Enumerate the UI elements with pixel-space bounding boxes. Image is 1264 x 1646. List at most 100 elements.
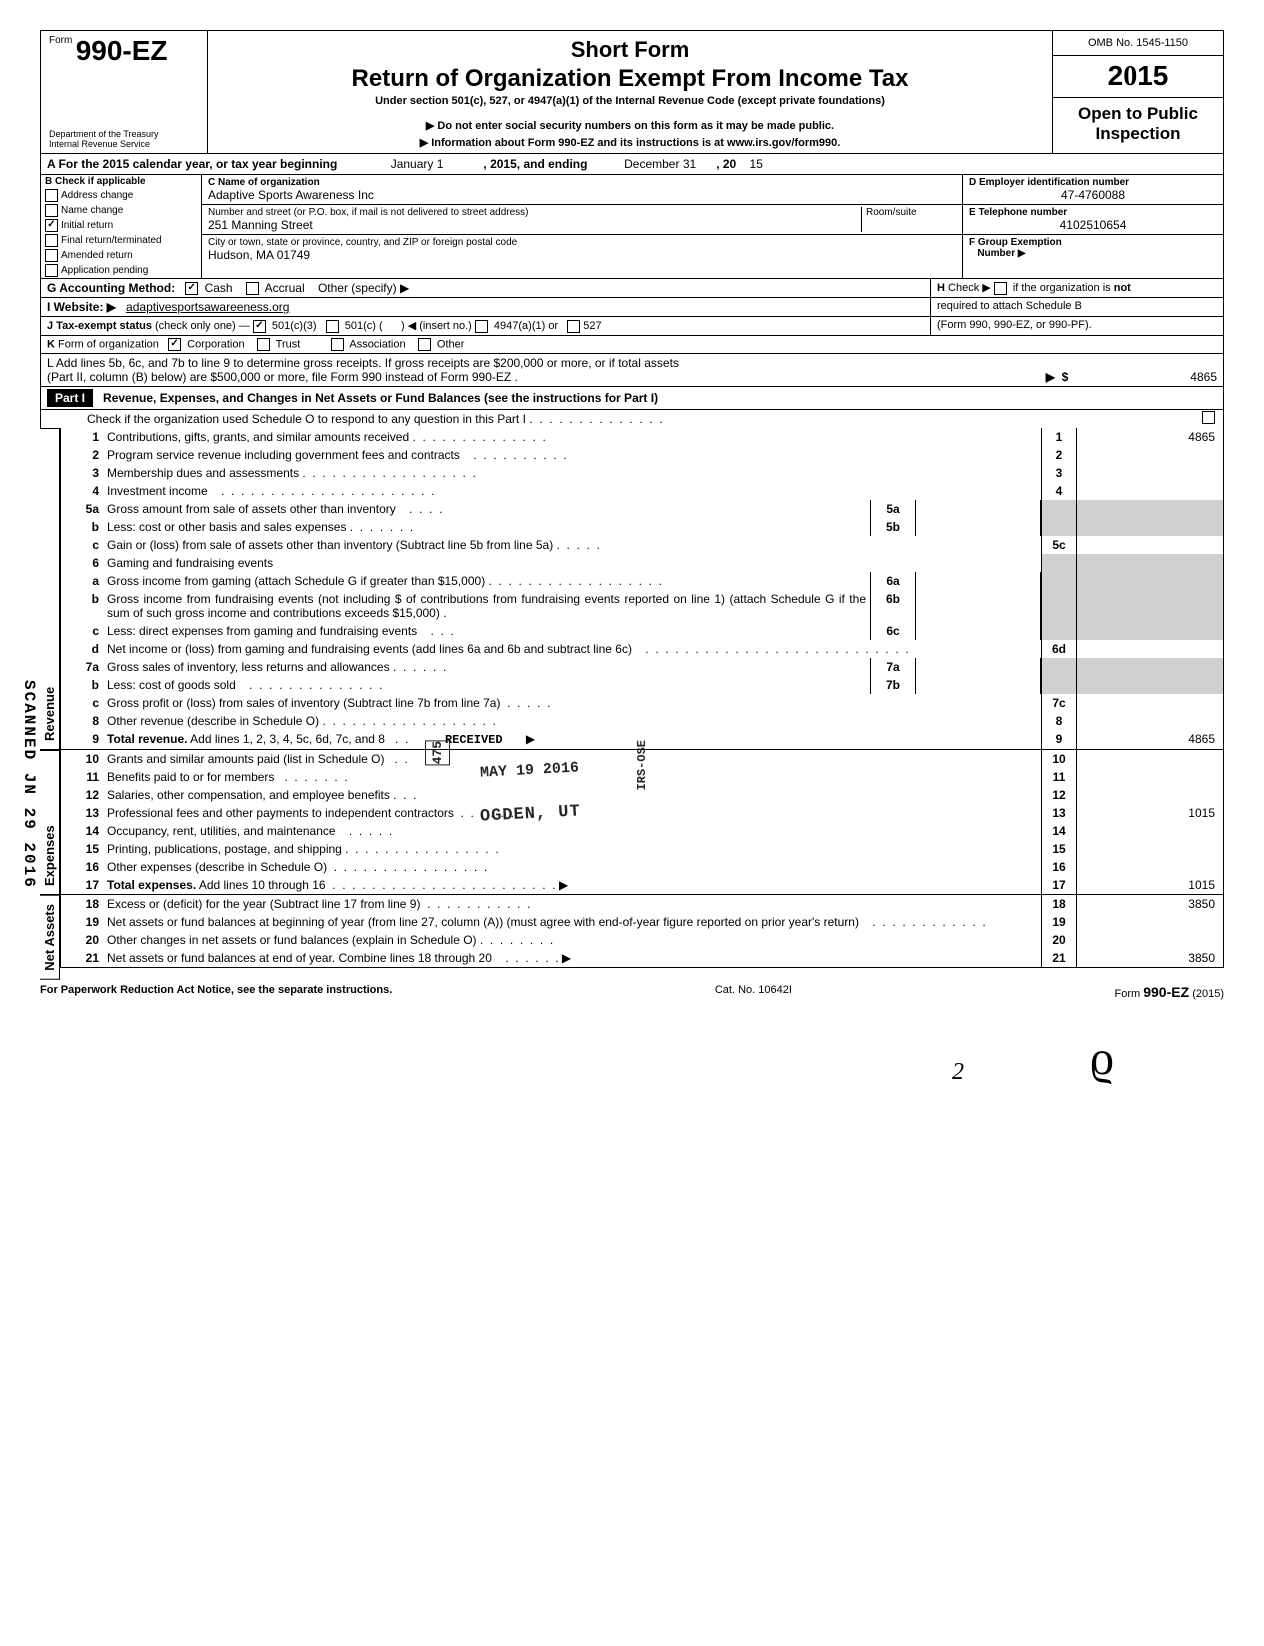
cb-sched-o[interactable] bbox=[1202, 411, 1215, 424]
line2-val bbox=[1077, 446, 1223, 464]
line21-val: 3850 bbox=[1077, 949, 1223, 967]
part1-check-text: Check if the organization used Schedule … bbox=[83, 410, 1197, 428]
stamp-irs-ose: IRS-OSE bbox=[635, 740, 649, 790]
line5c-desc: Gain or (loss) from sale of assets other… bbox=[107, 538, 560, 552]
row-l2: (Part II, column (B) below) are $500,000… bbox=[47, 370, 1027, 384]
cb-assoc[interactable] bbox=[331, 338, 344, 351]
cb-trust[interactable] bbox=[257, 338, 270, 351]
line10-desc: Grants and similar amounts paid (list in… bbox=[107, 752, 384, 766]
org-name-label: C Name of organization bbox=[208, 177, 956, 188]
expenses-label: Expenses bbox=[40, 750, 60, 895]
line19-desc: Net assets or fund balances at beginning… bbox=[107, 915, 859, 929]
title-cell: Short Form Return of Organization Exempt… bbox=[208, 31, 1052, 153]
cb-initial-return[interactable]: Initial return bbox=[41, 218, 201, 233]
subtitle: Under section 501(c), 527, or 4947(a)(1)… bbox=[216, 95, 1044, 107]
org-info-table: B Check if applicable Address change Nam… bbox=[40, 175, 1224, 279]
cb-address-change[interactable]: Address change bbox=[41, 188, 201, 203]
row-i-h2: I Website: ▶ adaptivesportsawareeness.or… bbox=[40, 298, 1224, 317]
line-a-begin: January 1 bbox=[391, 157, 444, 171]
form-header: Form 990-EZ Department of the TreasuryIn… bbox=[40, 30, 1224, 154]
cb-amended[interactable]: Amended return bbox=[41, 248, 201, 263]
cb-other-org[interactable] bbox=[418, 338, 431, 351]
right-header-box: OMB No. 1545-1150 2015 Open to Public In… bbox=[1052, 31, 1223, 153]
line7c-desc: Gross profit or (loss) from sales of inv… bbox=[107, 696, 500, 710]
row-k: K Form of organization Corporation Trust… bbox=[40, 336, 1224, 354]
open-public: Open to Public Inspection bbox=[1053, 98, 1223, 153]
line2-desc: Program service revenue including govern… bbox=[107, 448, 460, 462]
line-a-year-prefix: , 20 bbox=[716, 157, 736, 171]
cb-name-change[interactable]: Name change bbox=[41, 203, 201, 218]
revenue-section: Revenue 1Contributions, gifts, grants, a… bbox=[40, 428, 1224, 750]
form-word: Form bbox=[49, 35, 72, 46]
line6a-desc: Gross income from gaming (attach Schedul… bbox=[107, 574, 492, 588]
line20-desc: Other changes in net assets or fund bala… bbox=[107, 933, 483, 947]
handwritten-loop: ϱ bbox=[1090, 1031, 1114, 1086]
line-a-tax-year: A For the 2015 calendar year, or tax yea… bbox=[40, 154, 1224, 175]
line6-desc: Gaming and fundraising events bbox=[103, 554, 1041, 572]
part1-header-row: Part I Revenue, Expenses, and Changes in… bbox=[40, 387, 1224, 410]
footer-left: For Paperwork Reduction Act Notice, see … bbox=[40, 984, 392, 1000]
line7a-desc: Gross sales of inventory, less returns a… bbox=[107, 660, 396, 674]
line1-desc: Contributions, gifts, grants, and simila… bbox=[107, 430, 416, 444]
line11-desc: Benefits paid to or for members bbox=[107, 770, 274, 784]
row-i: I Website: ▶ adaptivesportsawareeness.or… bbox=[41, 298, 931, 316]
phone-label: E Telephone number bbox=[969, 207, 1217, 218]
line13-desc: Professional fees and other payments to … bbox=[107, 806, 454, 820]
room-label: Room/suite bbox=[866, 207, 956, 218]
cb-pending[interactable]: Application pending bbox=[41, 263, 201, 278]
line5a-desc: Gross amount from sale of assets other t… bbox=[107, 502, 396, 516]
cb-501c3[interactable] bbox=[253, 320, 266, 333]
cb-527[interactable] bbox=[567, 320, 580, 333]
netassets-label: Net Assets bbox=[40, 895, 60, 980]
cb-cash[interactable] bbox=[185, 282, 198, 295]
line9-val: 4865 bbox=[1077, 730, 1223, 749]
line21-desc: Net assets or fund balances at end of ye… bbox=[107, 951, 492, 965]
line8-desc: Other revenue (describe in Schedule O) . bbox=[107, 714, 326, 728]
g-other: Other (specify) ▶ bbox=[318, 281, 409, 295]
line5b-desc: Less: cost or other basis and sales expe… bbox=[107, 520, 353, 534]
ein-row: D Employer identification number 47-4760… bbox=[963, 175, 1223, 205]
line-a-mid: , 2015, and ending bbox=[483, 157, 587, 171]
line16-desc: Other expenses (describe in Schedule O) bbox=[107, 860, 327, 874]
part1-title: Revenue, Expenses, and Changes in Net As… bbox=[103, 391, 658, 405]
col-b-title: B Check if applicable bbox=[41, 175, 201, 188]
row-l1: L Add lines 5b, 6c, and 7b to line 9 to … bbox=[47, 356, 1027, 370]
row-h: H Check ▶ if the organization is not bbox=[931, 279, 1223, 297]
form-id-cell: Form 990-EZ Department of the TreasuryIn… bbox=[41, 31, 208, 153]
line6c-desc: Less: direct expenses from gaming and fu… bbox=[107, 624, 417, 638]
cb-sched-b[interactable] bbox=[994, 282, 1007, 295]
line1-val: 4865 bbox=[1077, 428, 1223, 446]
line3-desc: Membership dues and assessments . bbox=[107, 466, 306, 480]
signature-area: 2 ϱ bbox=[40, 1000, 1224, 1050]
city-row: City or town, state or province, country… bbox=[202, 235, 962, 264]
cb-4947[interactable] bbox=[475, 320, 488, 333]
ein-label: D Employer identification number bbox=[969, 177, 1217, 188]
line6d-desc: Net income or (loss) from gaming and fun… bbox=[107, 642, 632, 656]
line15-desc: Printing, publications, postage, and shi… bbox=[107, 842, 349, 856]
addr-row: Number and street (or P.O. box, if mail … bbox=[202, 205, 962, 235]
line12-desc: Salaries, other compensation, and employ… bbox=[107, 788, 397, 802]
website-label: I Website: ▶ bbox=[47, 300, 116, 314]
line18-val: 3850 bbox=[1077, 895, 1223, 913]
row-j: J Tax-exempt status (check only one) — 5… bbox=[41, 317, 931, 335]
handwritten-2: 2 bbox=[952, 1059, 964, 1086]
part1-check-row: Check if the organization used Schedule … bbox=[40, 410, 1224, 428]
row-h3: (Form 990, 990-EZ, or 990-PF). bbox=[931, 317, 1223, 335]
line18-desc: Excess or (deficit) for the year (Subtra… bbox=[107, 897, 420, 911]
cb-final-return[interactable]: Final return/terminated bbox=[41, 233, 201, 248]
addr-label: Number and street (or P.O. box, if mail … bbox=[208, 207, 861, 218]
footer-row: For Paperwork Reduction Act Notice, see … bbox=[40, 984, 1224, 1000]
cb-corp[interactable] bbox=[168, 338, 181, 351]
org-name-row: C Name of organization Adaptive Sports A… bbox=[202, 175, 962, 205]
line14-desc: Occupancy, rent, utilities, and maintena… bbox=[107, 824, 336, 838]
col-c: C Name of organization Adaptive Sports A… bbox=[202, 175, 963, 278]
org-name: Adaptive Sports Awareness Inc bbox=[208, 188, 956, 202]
netassets-section: Net Assets 18Excess or (deficit) for the… bbox=[40, 895, 1224, 980]
cb-accrual[interactable] bbox=[246, 282, 259, 295]
group-row: F Group Exemption Number ▶ bbox=[963, 235, 1223, 261]
phone-value: 4102510654 bbox=[969, 218, 1217, 232]
cb-501c[interactable] bbox=[326, 320, 339, 333]
expenses-section: Expenses 10Grants and similar amounts pa… bbox=[40, 750, 1224, 895]
main-title: Return of Organization Exempt From Incom… bbox=[216, 65, 1044, 93]
row-h2: required to attach Schedule B bbox=[931, 298, 1223, 316]
